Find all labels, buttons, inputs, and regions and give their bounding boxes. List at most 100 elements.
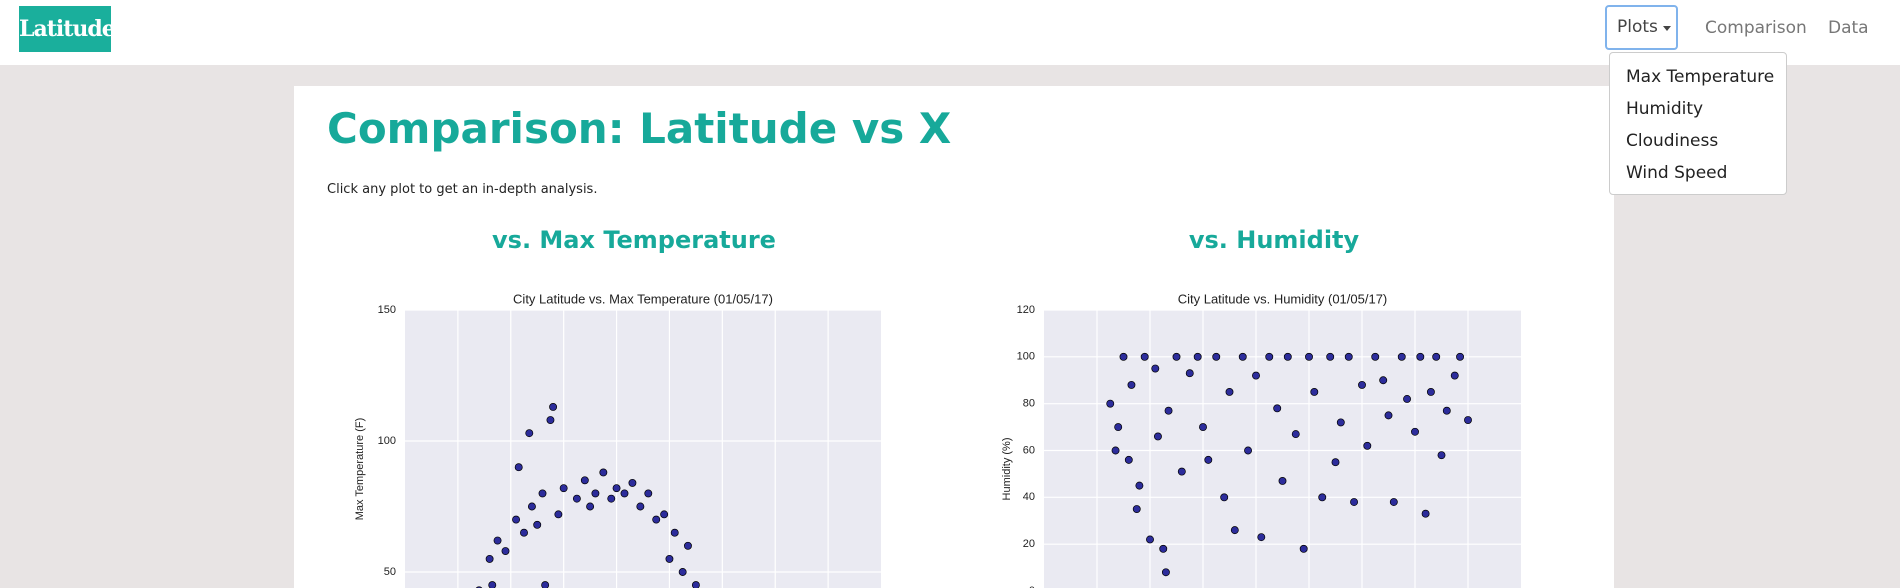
plot-link[interactable]: 020406080100120-60-40-20020406080City La… [970, 285, 1570, 588]
data-point [1199, 423, 1207, 432]
y-tick-label: 150 [378, 304, 396, 316]
data-point [580, 476, 589, 485]
data-point [644, 489, 653, 498]
data-point [554, 510, 563, 519]
data-point [1403, 395, 1411, 403]
data-point [1153, 432, 1162, 441]
data-point [612, 484, 621, 493]
brand[interactable]: Latitude [19, 6, 116, 52]
data-point [665, 554, 674, 563]
data-point [1244, 446, 1252, 455]
data-point [1161, 568, 1170, 577]
data-point [1230, 526, 1239, 535]
y-tick-label: 120 [1017, 304, 1035, 316]
data-point [586, 502, 595, 511]
section-heading: vs. Max Temperature [492, 226, 776, 254]
data-point [1172, 352, 1181, 361]
dropdown-item[interactable]: Max Temperature [1626, 67, 1775, 87]
data-point [1350, 498, 1358, 506]
nav-link[interactable]: Comparison [1705, 18, 1807, 38]
data-point [1140, 352, 1149, 361]
nav-link[interactable]: Data [1828, 18, 1869, 38]
data-point [620, 489, 629, 498]
dropdown-item[interactable]: Humidity [1626, 99, 1704, 119]
y-axis-label: Max Temperature (F) [354, 418, 366, 521]
data-point [1135, 481, 1144, 490]
data-point [1146, 535, 1154, 544]
data-point [1310, 388, 1319, 396]
data-point [1278, 476, 1287, 485]
y-tick-label: 80 [1023, 398, 1035, 410]
y-tick-label: 50 [384, 566, 396, 578]
data-point [1220, 493, 1229, 502]
data-point [1111, 446, 1120, 455]
data-point [1238, 352, 1247, 361]
data-point [1384, 411, 1393, 420]
data-point [1371, 352, 1380, 361]
data-point [1283, 352, 1292, 361]
y-tick-label: 0 [1029, 585, 1035, 588]
data-point [514, 463, 523, 472]
data-point [538, 489, 547, 498]
data-point [678, 568, 687, 576]
y-tick-label: 40 [1023, 491, 1035, 503]
data-point [1379, 376, 1388, 385]
data-point [1421, 509, 1430, 518]
data-point [1252, 371, 1260, 380]
plots-dropdown-button[interactable]: Plots [1605, 5, 1678, 50]
data-point [1257, 533, 1266, 542]
data-point [1442, 406, 1451, 415]
data-point [1318, 493, 1327, 502]
data-point [533, 520, 542, 529]
data-point [691, 581, 700, 588]
data-point [1291, 430, 1300, 439]
data-point [1114, 423, 1123, 432]
dropdown-item[interactable]: Cloudiness [1626, 131, 1719, 151]
data-point [527, 502, 536, 511]
data-point [1177, 467, 1186, 476]
data-point [1106, 399, 1115, 408]
data-point [660, 510, 669, 519]
data-point [1273, 404, 1282, 413]
data-point [1299, 544, 1308, 553]
data-point [1437, 451, 1446, 460]
data-point [546, 416, 555, 424]
data-point [1185, 369, 1194, 378]
data-point [1416, 352, 1425, 361]
data-point [1159, 544, 1168, 553]
data-point [1358, 380, 1366, 389]
data-point [1305, 352, 1313, 361]
data-point [1151, 364, 1160, 373]
plot-area [405, 310, 881, 588]
plot-link[interactable]: -50050100150-60-40-20020406080City Latit… [330, 285, 930, 588]
data-point [684, 541, 692, 550]
page-title: Comparison: Latitude vs X [327, 104, 952, 153]
data-point [607, 494, 616, 503]
data-point [1464, 416, 1472, 425]
data-point [572, 494, 581, 503]
data-point [485, 554, 494, 563]
data-point [1331, 458, 1340, 467]
dropdown-item[interactable]: Wind Speed [1626, 163, 1728, 183]
data-point [1432, 352, 1441, 361]
data-point [628, 478, 637, 487]
data-point [1193, 352, 1202, 361]
data-point [1212, 352, 1221, 361]
data-point [1204, 455, 1213, 464]
data-point [1265, 352, 1274, 361]
data-point [1164, 406, 1173, 415]
dropdown-menu: Max Temperature Humidity Cloudiness Wind… [1609, 52, 1787, 195]
data-point [1450, 371, 1459, 380]
data-point [1336, 418, 1345, 427]
data-point [1344, 352, 1353, 361]
data-point [599, 468, 608, 477]
data-point [1326, 352, 1335, 361]
data-point [591, 489, 600, 498]
section-heading: vs. Humidity [1188, 226, 1360, 254]
data-point [559, 484, 568, 493]
y-axis-label: Humidity (%) [1001, 438, 1013, 501]
data-point [501, 547, 510, 555]
data-point [1456, 352, 1464, 361]
data-point [549, 402, 558, 411]
